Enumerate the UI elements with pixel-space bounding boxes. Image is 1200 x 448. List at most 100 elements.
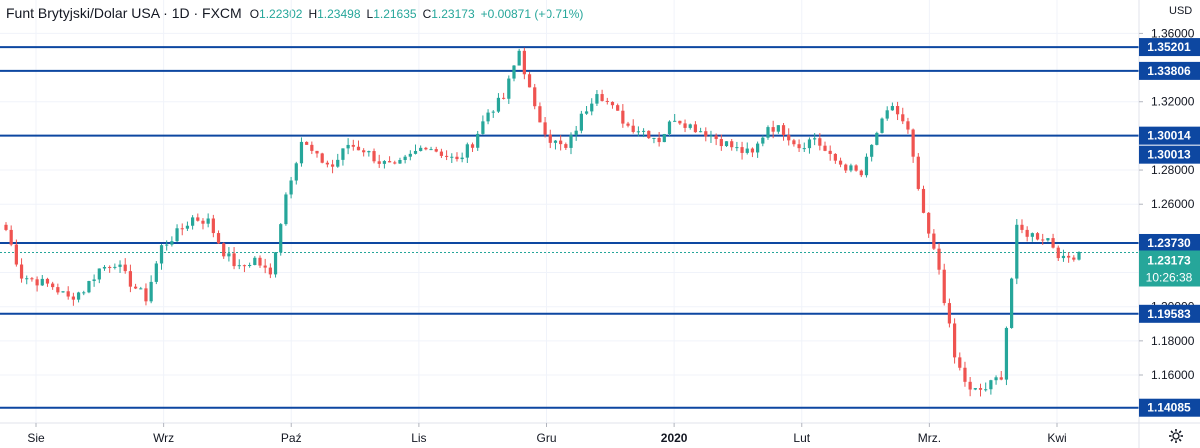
candle: [19, 258, 24, 283]
candle-body: [201, 220, 205, 224]
candle: [559, 135, 563, 151]
candle-body: [719, 139, 723, 147]
candle-body: [813, 138, 817, 140]
price-tick-label: 1.16000: [1151, 368, 1195, 382]
candle-body: [714, 135, 718, 140]
candle: [61, 291, 65, 293]
candle-body: [315, 150, 319, 154]
level-label-bg: [1139, 398, 1200, 417]
level-label-bg: [1139, 126, 1200, 145]
candle: [616, 103, 620, 111]
candle-body: [279, 224, 283, 253]
candle: [393, 160, 397, 165]
candle: [398, 157, 402, 164]
candle: [512, 65, 516, 82]
candle: [683, 119, 687, 133]
candle: [45, 277, 50, 287]
candle-body: [377, 161, 381, 164]
candle-body: [963, 367, 967, 382]
candle: [859, 169, 863, 178]
candle: [341, 148, 345, 166]
candle-body: [921, 188, 926, 213]
candle: [367, 150, 371, 157]
candle: [87, 280, 91, 294]
candle: [211, 214, 215, 238]
close-value: 1.23173: [431, 7, 475, 21]
candle-body: [631, 125, 635, 132]
candle-body: [97, 268, 101, 280]
candle: [325, 160, 329, 168]
candle: [968, 376, 972, 397]
candle: [870, 144, 874, 162]
candle-body: [30, 278, 34, 280]
candle-body: [268, 267, 272, 275]
candle-body: [56, 287, 60, 293]
candle: [191, 215, 195, 230]
candle-body: [403, 156, 407, 160]
candle: [797, 139, 801, 152]
candle-body: [180, 228, 184, 230]
candle-body: [787, 135, 791, 141]
candle-body: [294, 163, 298, 181]
candle-body: [761, 137, 765, 144]
candle: [258, 255, 262, 268]
candle-body: [895, 106, 900, 115]
candle-body: [1035, 233, 1040, 240]
candle-body: [678, 120, 682, 124]
candle-body: [4, 224, 8, 230]
candle-body: [1020, 224, 1024, 230]
level-label-text: 1.30014: [1147, 129, 1191, 143]
candle: [30, 277, 34, 282]
candle-body: [325, 162, 329, 165]
candle: [222, 242, 226, 259]
candle: [626, 121, 630, 128]
candle: [149, 275, 153, 304]
candle-body: [647, 130, 651, 139]
candle-body: [724, 141, 729, 147]
candle: [268, 263, 272, 279]
candle: [844, 163, 848, 173]
candle-body: [1051, 238, 1055, 248]
candle-body: [559, 140, 563, 145]
candle-body: [781, 125, 786, 136]
candle-body: [932, 233, 936, 249]
candle: [621, 104, 625, 128]
candle: [574, 125, 578, 141]
candle-body: [341, 148, 345, 160]
time-tick-label: Sie: [27, 431, 45, 445]
high-value: 1.23498: [317, 7, 361, 21]
candle: [610, 101, 615, 109]
symbol-title[interactable]: Funt Brytyjski/Dolar USA · 1D · FXCM: [6, 5, 242, 21]
candle-body: [216, 233, 221, 244]
candle-body: [657, 137, 661, 143]
candle: [170, 236, 174, 247]
candle-body: [102, 266, 107, 269]
candle-body: [610, 101, 615, 106]
candle-body: [776, 125, 780, 132]
candle: [984, 382, 988, 392]
candle: [818, 133, 822, 151]
candle: [159, 244, 164, 270]
candle: [600, 89, 604, 102]
candle-body: [901, 114, 905, 122]
candle: [4, 222, 8, 232]
candle-body: [533, 87, 537, 107]
candle: [994, 375, 998, 385]
candle: [284, 192, 288, 226]
candle: [491, 110, 495, 118]
candle: [730, 139, 734, 151]
time-tick-label: Lut: [793, 431, 810, 445]
candle: [704, 127, 708, 142]
candle: [507, 75, 511, 104]
candle-body: [398, 159, 402, 164]
candle: [273, 251, 278, 278]
candle-body: [237, 265, 241, 267]
candle-body: [496, 97, 501, 112]
gear-icon[interactable]: [1168, 428, 1184, 444]
candle-body: [1015, 224, 1019, 279]
candle-body: [71, 296, 75, 300]
time-tick-label: Kwi: [1047, 431, 1066, 445]
chart-legend: Funt Brytyjski/Dolar USA · 1D · FXCM O 1…: [6, 5, 589, 21]
candle-body: [387, 161, 392, 163]
